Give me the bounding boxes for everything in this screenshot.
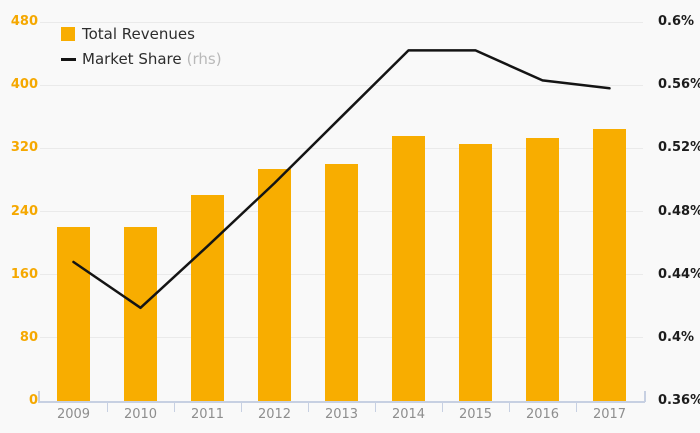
revenue-bar-2013[interactable] bbox=[325, 164, 358, 401]
y-axis-right-label: 0.44% bbox=[658, 266, 700, 282]
y-axis-left-label: 160 bbox=[10, 266, 38, 282]
x-axis-label-2011: 2011 bbox=[190, 407, 225, 422]
legend-item-total-revenues[interactable]: Total Revenues bbox=[61, 24, 222, 44]
revenue-bar-2011[interactable] bbox=[191, 194, 224, 401]
y-axis-right-label: 0.36% bbox=[658, 393, 700, 408]
y-axis-left-label: 400 bbox=[10, 77, 38, 93]
revenue-bar-2010[interactable] bbox=[124, 227, 157, 401]
y-axis-right-label: 0.4% bbox=[658, 329, 695, 345]
x-axis-end-cap bbox=[38, 391, 40, 402]
chart-legend: Total Revenues Market Share (rhs) bbox=[61, 24, 222, 69]
x-axis-tick bbox=[241, 403, 242, 412]
legend-label-total-revenues: Total Revenues bbox=[82, 25, 195, 43]
y-axis-right-label: 0.56% bbox=[658, 77, 700, 93]
revenue-bar-2015[interactable] bbox=[459, 143, 492, 401]
y-axis-left-label: 240 bbox=[10, 203, 38, 219]
market-share-line-swatch-icon bbox=[61, 57, 76, 61]
y-axis-left-label: 80 bbox=[19, 329, 38, 345]
x-axis-label-2013: 2013 bbox=[324, 407, 359, 422]
x-axis-tick bbox=[375, 403, 376, 412]
market-share-polyline bbox=[72, 49, 611, 310]
gridline bbox=[40, 84, 643, 86]
y-axis-left-label: 0 bbox=[28, 393, 38, 408]
x-axis-label-2015: 2015 bbox=[458, 407, 493, 422]
x-axis-tick bbox=[509, 403, 510, 412]
y-axis-left-label: 480 bbox=[10, 14, 38, 29]
y-axis-right-label: 0.52% bbox=[658, 140, 700, 156]
x-axis-label-2014: 2014 bbox=[391, 407, 426, 422]
x-axis-tick bbox=[107, 403, 108, 412]
revenue-bar-2017[interactable] bbox=[593, 128, 626, 401]
total-revenues-swatch-icon bbox=[61, 27, 75, 41]
gridline bbox=[40, 147, 643, 149]
x-axis-tick bbox=[442, 403, 443, 412]
y-axis-right-label: 0.6% bbox=[658, 14, 695, 29]
legend-label-market-share-suffix: (rhs) bbox=[186, 50, 222, 68]
market-share-line bbox=[72, 49, 611, 310]
legend-label-market-share: Market Share bbox=[82, 50, 182, 68]
revenue-bar-2012[interactable] bbox=[258, 168, 291, 401]
y-axis-left-label: 320 bbox=[10, 140, 38, 156]
y-axis-right-label: 0.48% bbox=[658, 203, 700, 219]
x-axis-label-2012: 2012 bbox=[257, 407, 292, 422]
legend-item-market-share[interactable]: Market Share (rhs) bbox=[61, 49, 222, 69]
x-axis-tick bbox=[576, 403, 577, 412]
revenue-bar-2014[interactable] bbox=[392, 135, 425, 401]
x-axis-line bbox=[38, 401, 645, 403]
revenue-bar-2016[interactable] bbox=[526, 138, 559, 401]
revenue-bar-2009[interactable] bbox=[57, 227, 90, 401]
x-axis-end-cap bbox=[644, 391, 646, 402]
x-axis-label-2009: 2009 bbox=[56, 407, 91, 422]
x-axis-label-2010: 2010 bbox=[123, 407, 158, 422]
x-axis-label-2017: 2017 bbox=[592, 407, 627, 422]
x-axis-tick bbox=[308, 403, 309, 412]
gridline bbox=[40, 21, 643, 23]
x-axis-label-2016: 2016 bbox=[525, 407, 560, 422]
x-axis-tick bbox=[174, 403, 175, 412]
